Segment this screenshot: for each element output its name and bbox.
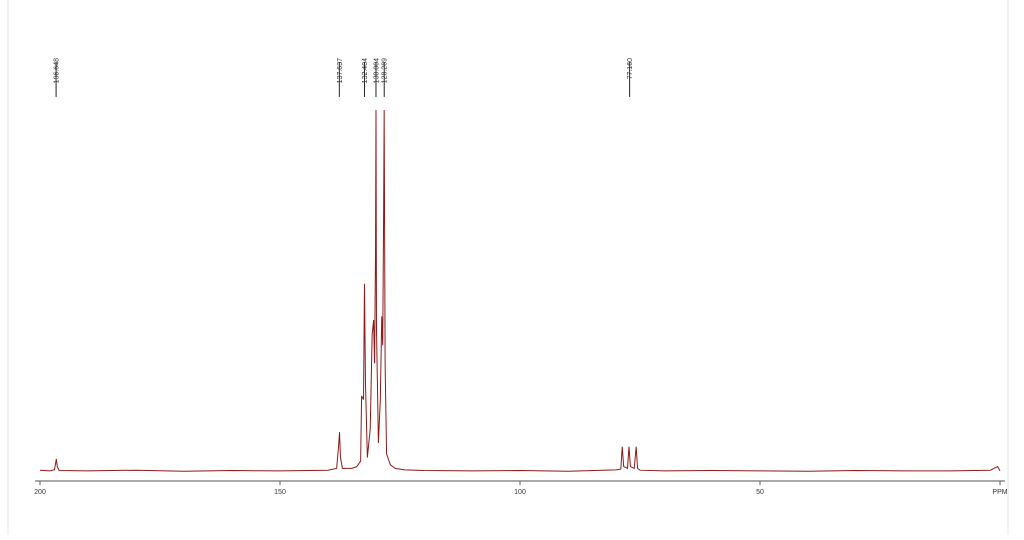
x-tick-label: 50 [756, 489, 764, 496]
peak-label: 128.289 [382, 58, 389, 83]
peak-label: 132.404 [362, 58, 369, 83]
spectrum-line [39, 109, 1001, 472]
peak-label: 130.004 [373, 58, 380, 83]
x-tick-label: 200 [34, 489, 46, 496]
x-tick-label: PPM [992, 489, 1007, 496]
peak-label: 77.160 [627, 58, 634, 80]
x-tick-label: 100 [514, 489, 526, 496]
x-tick-label: 150 [274, 489, 286, 496]
peak-label: 137.637 [337, 58, 344, 83]
peak-label: 196.648 [54, 58, 61, 83]
